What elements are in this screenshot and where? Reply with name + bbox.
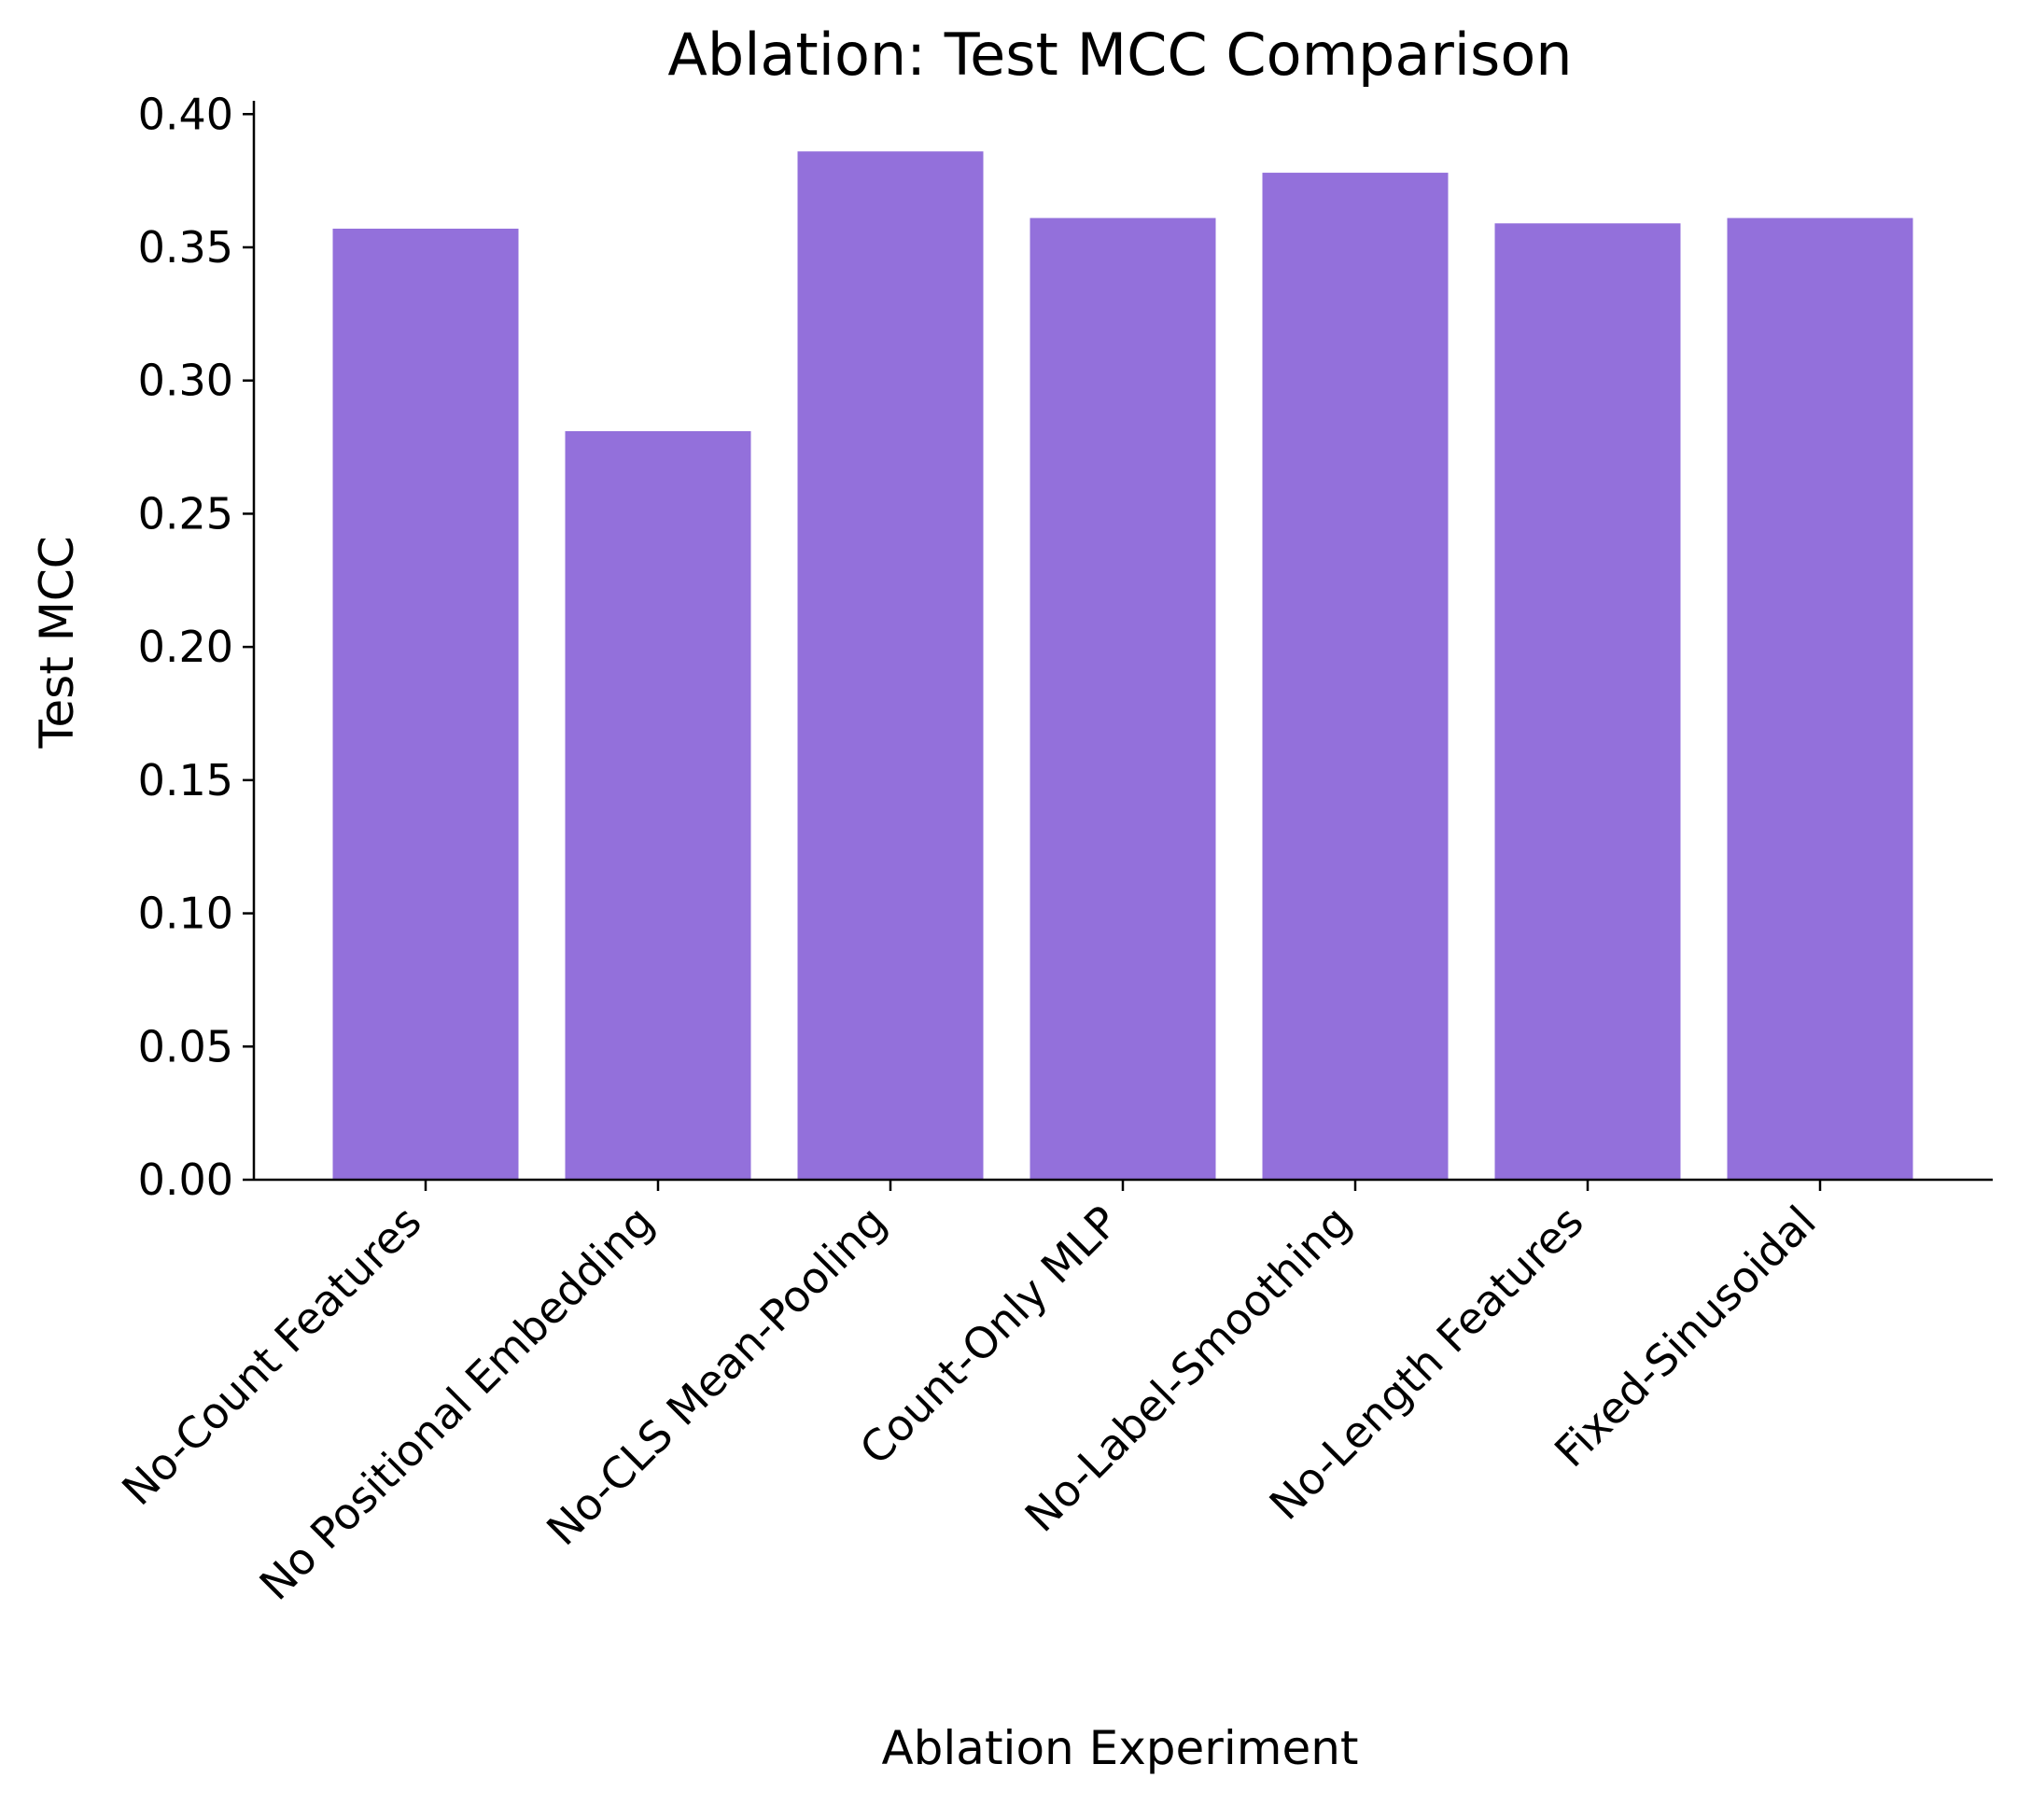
y-tick-label: 0.25	[138, 488, 233, 539]
bar-5	[1262, 173, 1449, 1181]
x-tick-label: Count-Only MLP	[850, 1197, 1128, 1475]
y-tick-label: 0.15	[138, 755, 233, 805]
y-tick-label: 0.40	[138, 89, 233, 139]
y-tick-label: 0.35	[138, 222, 233, 273]
bars-group	[332, 151, 1913, 1181]
y-tick-label: 0.10	[138, 889, 233, 939]
chart-title: Ablation: Test MCC Comparison	[667, 21, 1572, 89]
y-tick-label: 0.00	[138, 1155, 233, 1205]
y-tick-label: 0.05	[138, 1021, 233, 1071]
bar-3	[797, 151, 984, 1181]
bar-7	[1727, 217, 1913, 1181]
bar-6	[1494, 223, 1681, 1180]
bar-1	[332, 229, 519, 1181]
x-tick-label: No Positional Embedding	[250, 1197, 664, 1610]
y-axis-label: Test MCC	[30, 536, 84, 749]
y-tick-label: 0.30	[138, 356, 233, 406]
x-tick-label: Fixed-Sinusoidal	[1545, 1197, 1826, 1477]
x-axis-label: Ablation Experiment	[881, 1721, 1358, 1775]
bar-2	[565, 430, 751, 1180]
y-tick-label: 0.20	[138, 622, 233, 672]
y-axis: 0.00 0.05 0.10 0.15 0.20 0.25 0.30 0.35 0.40	[138, 89, 256, 1205]
bar-4	[1030, 217, 1216, 1181]
